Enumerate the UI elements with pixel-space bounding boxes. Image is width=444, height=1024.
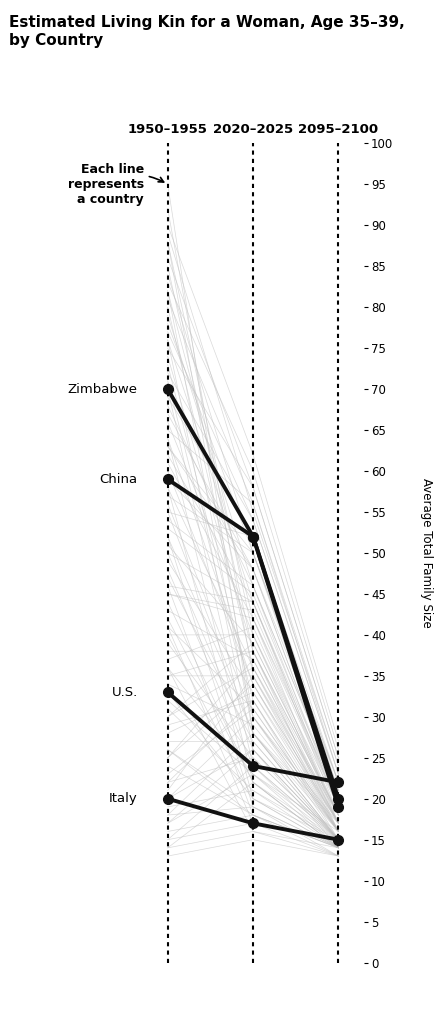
Point	[335, 831, 342, 848]
Text: U.S.: U.S.	[111, 686, 138, 698]
Point	[164, 684, 171, 700]
Point	[164, 791, 171, 807]
Text: Zimbabwe: Zimbabwe	[68, 383, 138, 395]
Point	[335, 799, 342, 815]
Text: Italy: Italy	[109, 793, 138, 805]
Point	[250, 528, 257, 545]
Point	[250, 528, 257, 545]
Point	[335, 774, 342, 791]
Point	[164, 381, 171, 397]
Text: Estimated Living Kin for a Woman, Age 35–39,
by Country: Estimated Living Kin for a Woman, Age 35…	[9, 15, 404, 48]
Text: China: China	[100, 473, 138, 485]
Point	[335, 791, 342, 807]
Text: Average Total Family Size: Average Total Family Size	[420, 478, 433, 628]
Text: Each line
represents
a country: Each line represents a country	[67, 163, 164, 206]
Point	[250, 758, 257, 774]
Point	[250, 815, 257, 831]
Point	[164, 471, 171, 487]
